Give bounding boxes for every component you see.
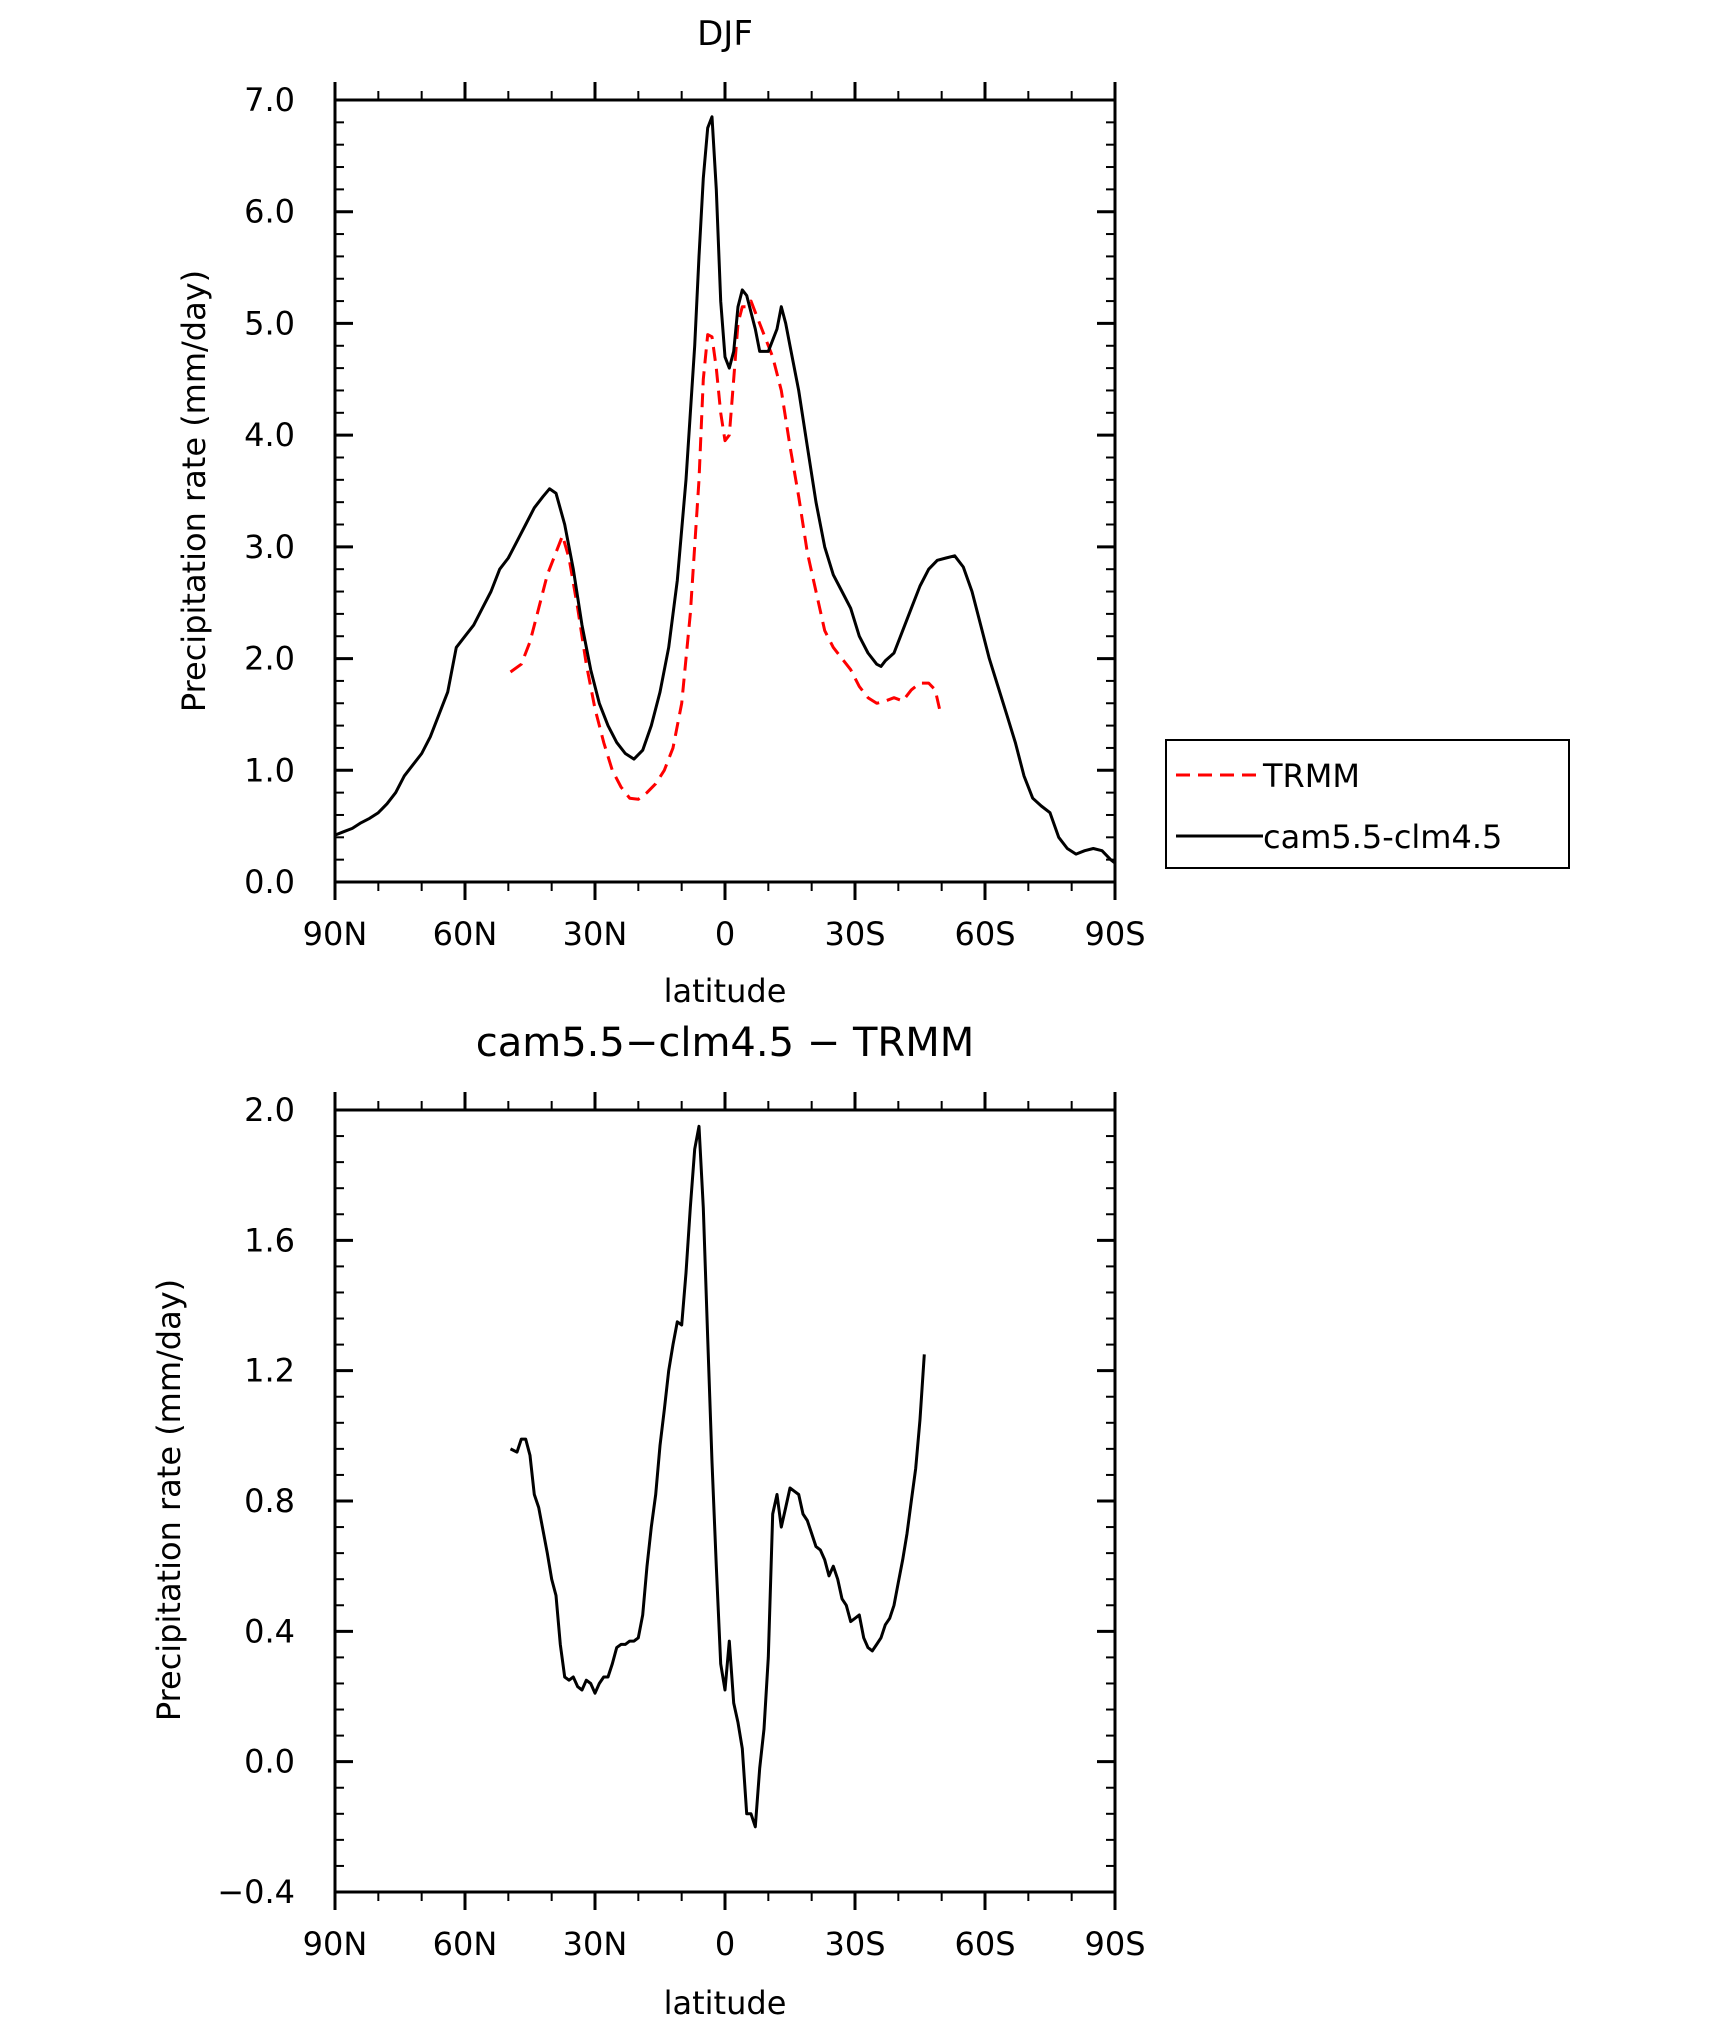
y-tick-label: 7.0 [244,81,295,119]
y-tick-label: 1.6 [244,1221,295,1259]
x-tick-label: 90N [303,915,368,953]
series-line-difference [509,1124,926,1829]
y-tick-label: 5.0 [244,304,295,342]
x-tick-label: 90N [303,1925,368,1963]
x-tick-label: 0 [715,915,735,953]
x-tick-label: 30N [563,1925,628,1963]
panel-top-title: DJF [697,14,753,54]
panel-bottom-frame [333,1108,1117,1894]
x-tick-label: 30S [824,1925,885,1963]
panel-top-ylabel: Precipitation rate (mm/day) [175,270,213,712]
panel-top: DJF 90N 60N 30N 0 30S 60S 90S 0.0 1.0 2.0 3.0 4.0 5.… [175,14,1570,1010]
legend-label-cam: cam5.5-clm4.5 [1263,818,1502,856]
y-tick-label: 6.0 [244,193,295,231]
y-tick-label: 1.2 [244,1352,295,1390]
x-tick-label: 60S [954,915,1015,953]
y-tick-label: 4.0 [244,416,295,454]
panel-top-frame [333,98,1117,884]
y-tick-label: 1.0 [244,751,295,789]
y-tick-label: 0.0 [244,863,295,901]
y-tick-label: 2.0 [244,640,295,678]
panel-bottom-xlabel: latitude [664,1984,787,2021]
series-line-cam5-5-clm4-5 [334,115,1116,865]
y-tick-label: 0.4 [244,1612,295,1650]
y-tick-label: 0.8 [244,1482,295,1520]
panel-bottom-title: cam5.5−clm4.5 − TRMM [476,1020,974,1066]
panel-top-plot-area: 90N 60N 30N 0 30S 60S 90S 0.0 1.0 2.0 3.0 4.0 5.0 6.0… [244,81,1145,953]
x-tick-label: 0 [715,1925,735,1963]
x-tick-label: 30S [824,915,885,953]
panel-bottom: cam5.5−clm4.5 − TRMM 90N 60N 30N 0 30S 60S 90S… [150,1020,1146,2021]
x-tick-label: 90S [1084,1925,1145,1963]
x-tick-label: 60S [954,1925,1015,1963]
legend: TRMM cam5.5-clm4.5 [1165,739,1570,869]
panel-top-xlabel: latitude [664,972,787,1010]
y-tick-label: 0.0 [244,1743,295,1781]
x-tick-label: 60N [433,915,498,953]
legend-label-trmm: TRMM [1262,757,1360,795]
y-tick-label: −0.4 [217,1873,295,1911]
legend-box [1165,739,1570,869]
y-tick-label: 2.0 [244,1091,295,1129]
y-tick-label: 3.0 [244,528,295,566]
series-line-trmm [509,299,941,801]
x-tick-label: 90S [1084,915,1145,953]
x-tick-label: 30N [563,915,628,953]
x-tick-label: 60N [433,1925,498,1963]
panel-bottom-ylabel: Precipitation rate (mm/day) [150,1279,188,1721]
panel-bottom-plot-area: 90N 60N 30N 0 30S 60S 90S −0.4 0.0 0.4 0.8 1.2 1.6 2.… [217,1091,1145,1963]
